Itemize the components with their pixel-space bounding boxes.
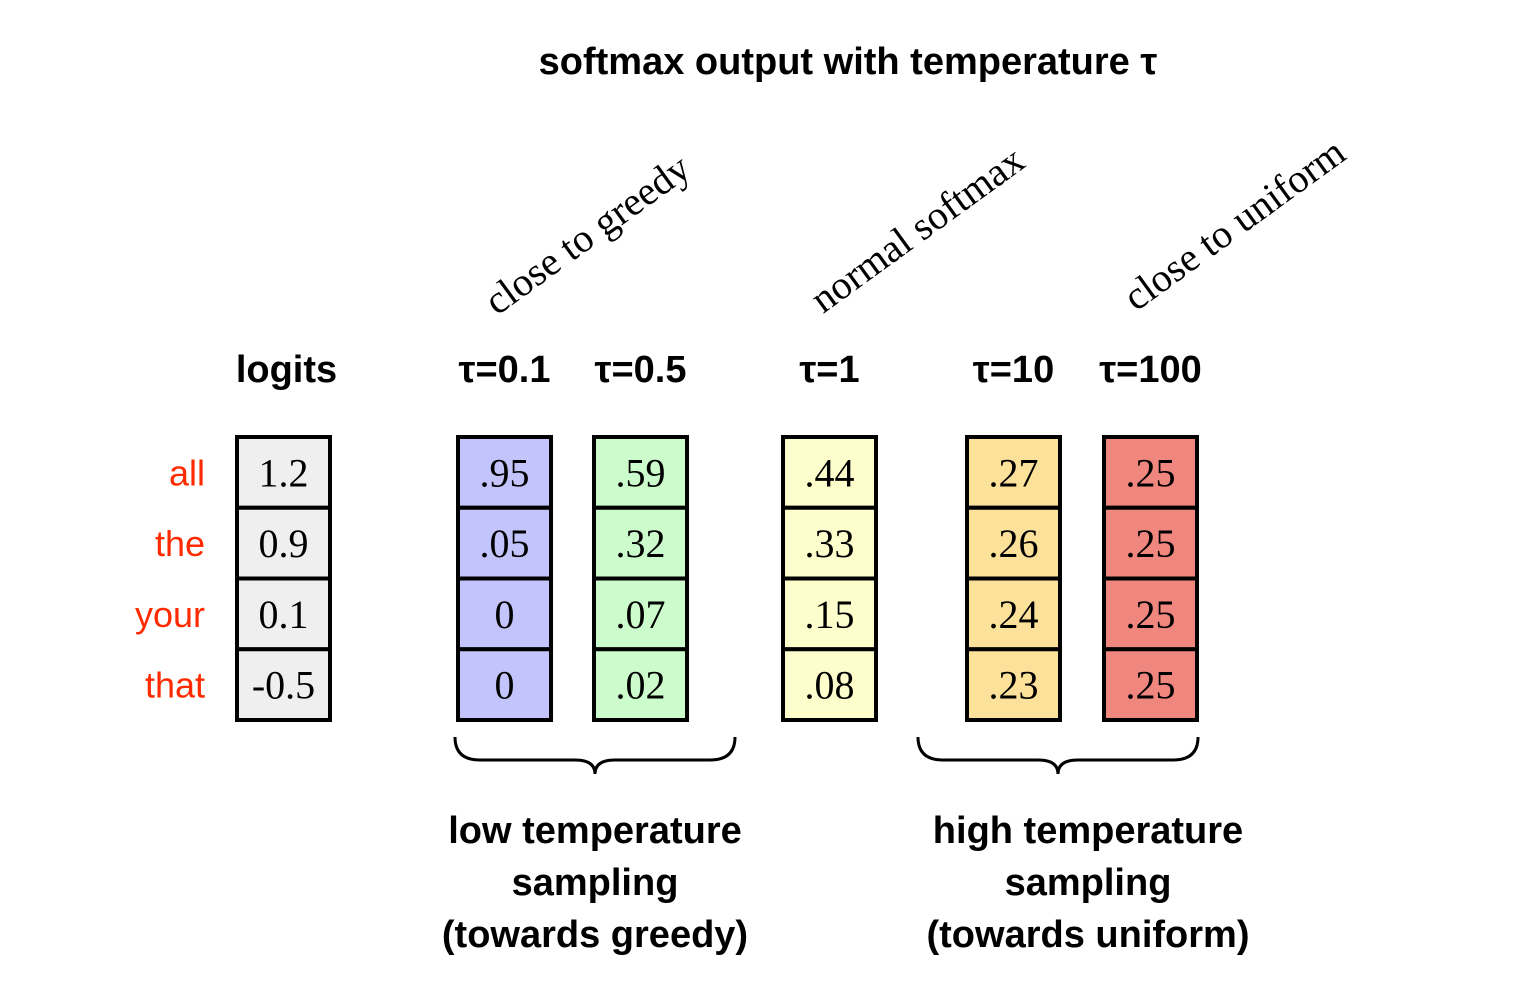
cell-value: -0.5 [252, 663, 315, 708]
cell [456, 505, 553, 581]
cell-value: .25 [1126, 521, 1176, 566]
cell [965, 576, 1062, 652]
cell [1102, 647, 1199, 722]
column-5: τ=100 .25 .25 .25 .25 [1099, 349, 1202, 722]
column-header: τ=0.5 [595, 349, 687, 391]
cell [235, 647, 332, 722]
label-normal-softmax: normal softmax [802, 137, 1032, 322]
group-caption-line: low temperature [448, 810, 742, 852]
label-close-to-greedy: close to greedy [476, 145, 698, 324]
left-brace [453, 736, 737, 775]
cell-value: .27 [989, 450, 1039, 495]
row-label-the: the [155, 523, 205, 564]
cell-value: .44 [805, 450, 855, 495]
cell-value: .07 [616, 592, 666, 637]
column-2: τ=0.5 .59 .32 .07 .02 [592, 349, 689, 722]
column-header: τ=10 [973, 349, 1054, 391]
column-header: τ=100 [1099, 349, 1202, 391]
cell-value: .25 [1126, 592, 1176, 637]
cell-value: .25 [1126, 663, 1176, 708]
cell-value: .24 [989, 592, 1039, 637]
cell [1102, 505, 1199, 581]
cell-value: 0 [495, 663, 515, 708]
group-caption-line: (towards greedy) [442, 914, 748, 956]
column-1: τ=0.1 .95 .05 0 0 [456, 349, 553, 722]
label-close-to-uniform: close to uniform [1115, 129, 1354, 320]
cell-value: .05 [480, 521, 530, 566]
cell-value: .33 [805, 521, 855, 566]
cell-value: .59 [616, 450, 666, 495]
column-header: τ=1 [799, 349, 859, 391]
cell [592, 647, 689, 722]
cell-value: .26 [989, 521, 1039, 566]
column-header: logits [236, 349, 337, 391]
group-caption-line: sampling [512, 862, 679, 904]
cell [965, 435, 1062, 510]
cell [592, 505, 689, 581]
row-label-your: your [135, 594, 205, 635]
cell [456, 647, 553, 722]
cell-value: 1.2 [259, 450, 309, 495]
cell [592, 576, 689, 652]
cell [965, 647, 1062, 722]
cell-value: .15 [805, 592, 855, 637]
row-label-that: that [145, 665, 205, 706]
column-header: τ=0.1 [459, 349, 551, 391]
cell-value: .32 [616, 521, 666, 566]
column-4: τ=10 .27 .26 .24 .23 [965, 349, 1062, 722]
cell [1102, 576, 1199, 652]
cell-value: .02 [616, 663, 666, 708]
column-3: τ=1 .44 .33 .15 .08 [781, 349, 878, 722]
group-caption-line: sampling [1005, 862, 1172, 904]
right-brace [916, 736, 1200, 775]
row-label-all: all [169, 452, 205, 493]
group-caption-line: high temperature [933, 810, 1243, 852]
cell-value: .25 [1126, 450, 1176, 495]
diagram-title: softmax output with temperature τ [539, 41, 1158, 83]
cell-value: 0 [495, 592, 515, 637]
column-0: logits 1.2 0.9 0.1 -0.5 [235, 349, 337, 722]
cell-value: 0.9 [259, 521, 309, 566]
cell-value: 0.1 [259, 592, 309, 637]
cell-value: .08 [805, 663, 855, 708]
group-caption-line: (towards uniform) [927, 914, 1250, 956]
cell-value: .23 [989, 663, 1039, 708]
cell [781, 647, 878, 722]
cell-value: .95 [480, 450, 530, 495]
